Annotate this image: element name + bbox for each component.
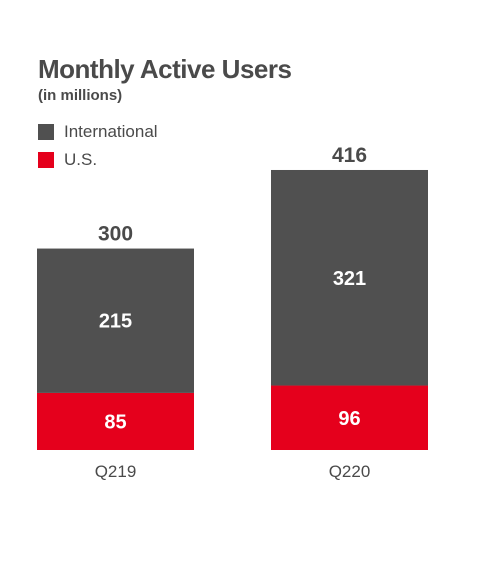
chart-title: Monthly Active Users	[38, 54, 292, 84]
x-tick-label-q220: Q220	[329, 462, 371, 481]
legend-item-us: U.S.	[38, 150, 158, 170]
total-label-q220: 416	[332, 144, 367, 167]
bar-international-q219	[37, 248, 194, 393]
value-label-international-q220: 321	[333, 268, 366, 290]
legend: International U.S.	[38, 122, 158, 178]
chart-subtitle: (in millions)	[38, 87, 123, 104]
bar-us-q220	[271, 385, 428, 450]
value-label-international-q219: 215	[99, 311, 132, 333]
legend-swatch-us	[38, 152, 54, 168]
legend-label-us: U.S.	[64, 150, 98, 169]
bar-us-q219	[37, 392, 194, 450]
legend-item-international: International	[38, 122, 158, 142]
total-label-q219: 300	[98, 223, 133, 246]
value-label-us-q219: 85	[104, 411, 126, 433]
value-label-us-q220: 96	[338, 408, 360, 430]
x-tick-label-q219: Q219	[95, 462, 137, 481]
legend-label-international: International	[64, 122, 158, 141]
bar-international-q220	[271, 169, 428, 386]
legend-swatch-international	[38, 124, 54, 140]
